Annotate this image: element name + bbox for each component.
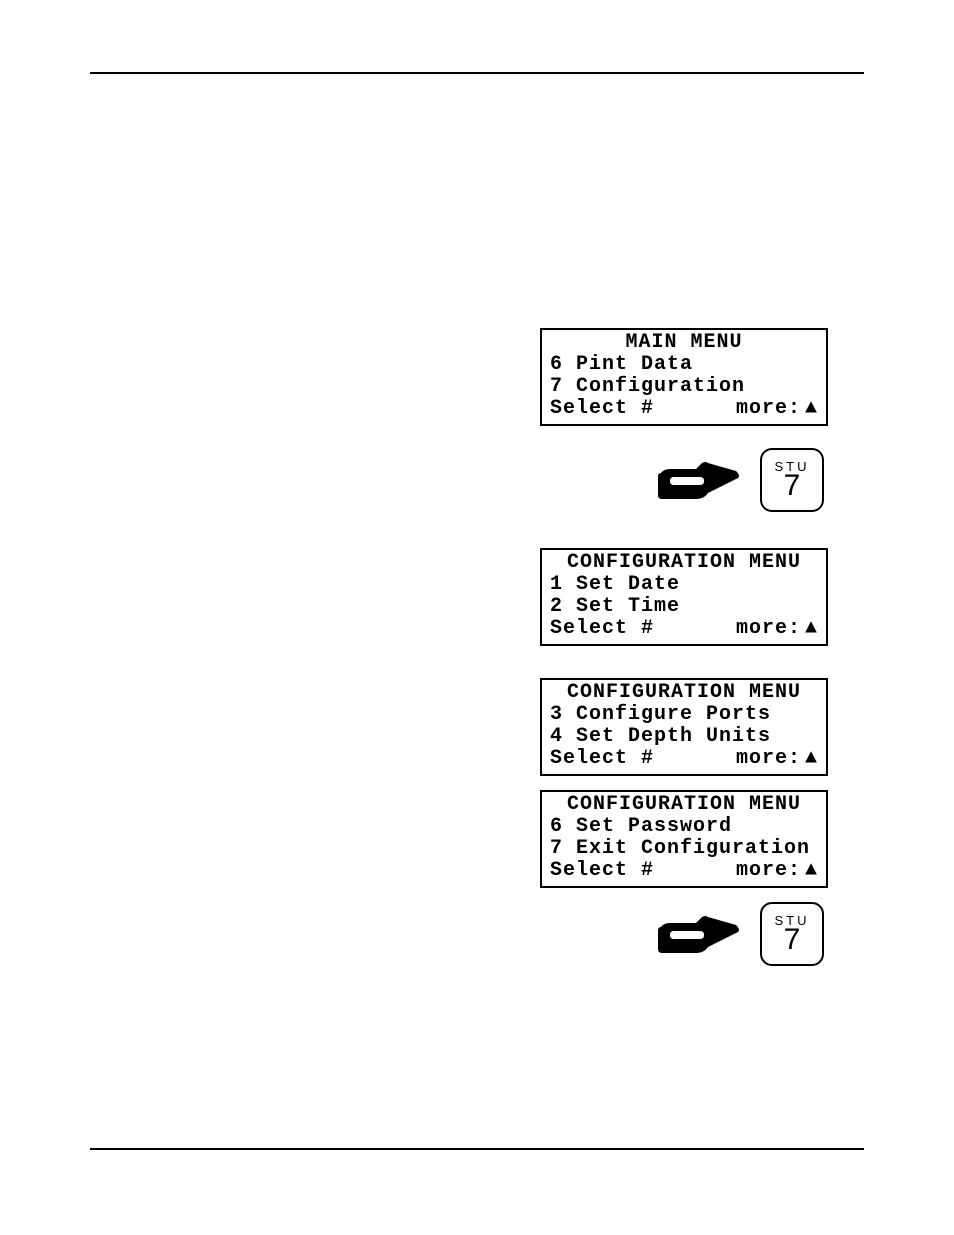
up-arrow-icon: ▲ xyxy=(805,398,818,420)
lcd-select-row: Select # more:▲ xyxy=(550,618,818,640)
lcd-title: MAIN MENU xyxy=(550,332,818,354)
keypad-button-7[interactable]: STU 7 xyxy=(760,902,824,966)
key-digit: 7 xyxy=(784,925,801,955)
lcd-line: 2 Set Time xyxy=(550,596,818,618)
up-arrow-icon: ▲ xyxy=(805,860,818,882)
lcd-select-row: Select # more:▲ xyxy=(550,398,818,420)
lcd-select-row: Select # more:▲ xyxy=(550,748,818,770)
more-label-group: more:▲ xyxy=(736,748,818,770)
more-label: more: xyxy=(736,398,801,420)
bottom-rule xyxy=(90,1148,864,1150)
up-arrow-icon: ▲ xyxy=(805,748,818,770)
lcd-line: 4 Set Depth Units xyxy=(550,726,818,748)
select-label: Select # xyxy=(550,398,654,420)
lcd-line: 1 Set Date xyxy=(550,574,818,596)
press-key-graphic-2: STU 7 xyxy=(656,902,824,966)
lcd-title: CONFIGURATION MENU xyxy=(550,552,818,574)
lcd-config-menu-3: CONFIGURATION MENU 6 Set Password 7 Exit… xyxy=(540,790,828,888)
lcd-title: CONFIGURATION MENU xyxy=(550,794,818,816)
page-root: MAIN MENU 6 Pint Data 7 Configuration Se… xyxy=(0,0,954,1235)
select-label: Select # xyxy=(550,860,654,882)
lcd-config-menu-1: CONFIGURATION MENU 1 Set Date 2 Set Time… xyxy=(540,548,828,646)
more-label: more: xyxy=(736,748,801,770)
lcd-title: CONFIGURATION MENU xyxy=(550,682,818,704)
lcd-main-menu: MAIN MENU 6 Pint Data 7 Configuration Se… xyxy=(540,328,828,426)
more-label-group: more:▲ xyxy=(736,398,818,420)
keypad-button-7[interactable]: STU 7 xyxy=(760,448,824,512)
lcd-line: 7 Configuration xyxy=(550,376,818,398)
lcd-line: 6 Pint Data xyxy=(550,354,818,376)
press-key-graphic-1: STU 7 xyxy=(656,448,824,512)
more-label-group: more:▲ xyxy=(736,618,818,640)
pointing-hand-icon xyxy=(656,909,742,959)
lcd-config-menu-2: CONFIGURATION MENU 3 Configure Ports 4 S… xyxy=(540,678,828,776)
lcd-line: 6 Set Password xyxy=(550,816,818,838)
more-label: more: xyxy=(736,860,801,882)
more-label-group: more:▲ xyxy=(736,860,818,882)
key-digit: 7 xyxy=(784,471,801,501)
more-label: more: xyxy=(736,618,801,640)
lcd-select-row: Select # more:▲ xyxy=(550,860,818,882)
lcd-line: 3 Configure Ports xyxy=(550,704,818,726)
pointing-hand-icon xyxy=(656,455,742,505)
up-arrow-icon: ▲ xyxy=(805,618,818,640)
select-label: Select # xyxy=(550,618,654,640)
lcd-line: 7 Exit Configuration xyxy=(550,838,818,860)
top-rule xyxy=(90,72,864,74)
select-label: Select # xyxy=(550,748,654,770)
